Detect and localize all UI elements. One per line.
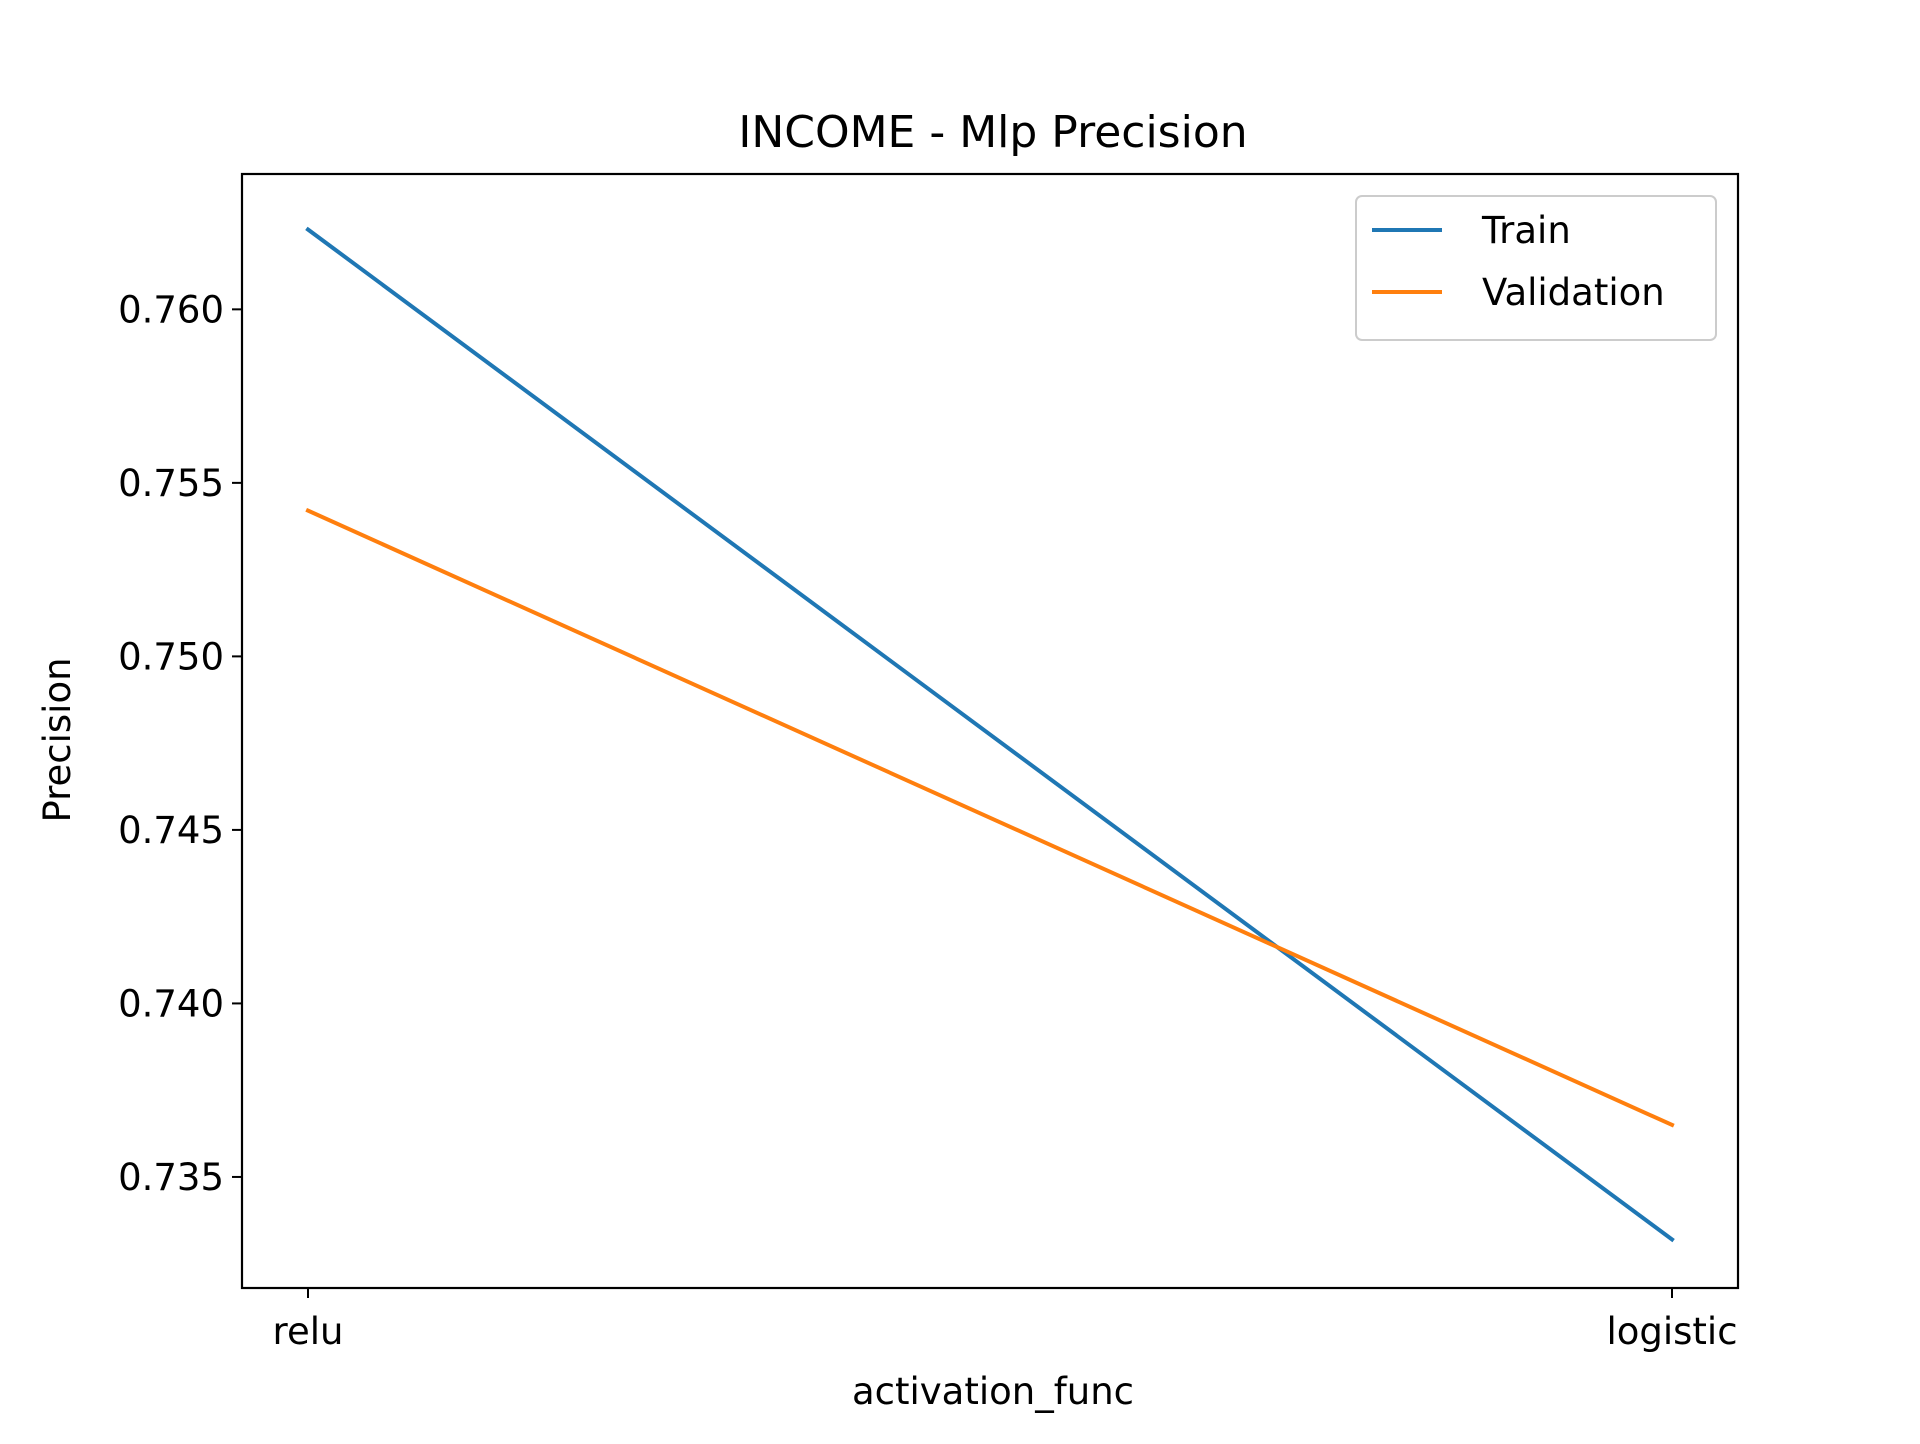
- y-tick-label: 0.745: [118, 809, 224, 852]
- y-tick-label: 0.760: [118, 288, 224, 331]
- series-line-train: [305, 226, 1675, 1243]
- chart-title: INCOME - Mlp Precision: [738, 107, 1247, 158]
- y-tick-label: 0.735: [118, 1156, 224, 1199]
- y-tick-label: 0.750: [118, 635, 224, 678]
- y-tick-label: 0.740: [118, 982, 224, 1025]
- legend: Train Validation: [1355, 195, 1717, 341]
- plot-frame: [240, 172, 1740, 1290]
- x-tick-label: logistic: [1606, 1310, 1737, 1353]
- y-axis-title: Precision: [36, 657, 79, 822]
- x-tick-label: relu: [273, 1310, 344, 1353]
- y-tick-label: 0.755: [118, 462, 224, 505]
- legend-box: [1355, 195, 1717, 341]
- x-axis-title: activation_func: [852, 1370, 1134, 1413]
- plot-area: 0.735 0.740 0.745 0.750 0.755 0.760 relu logist…: [118, 172, 1740, 1353]
- legend-label: Validation: [1482, 271, 1665, 314]
- series-line-validation: [305, 507, 1675, 1128]
- legend-label: Train: [1481, 209, 1571, 252]
